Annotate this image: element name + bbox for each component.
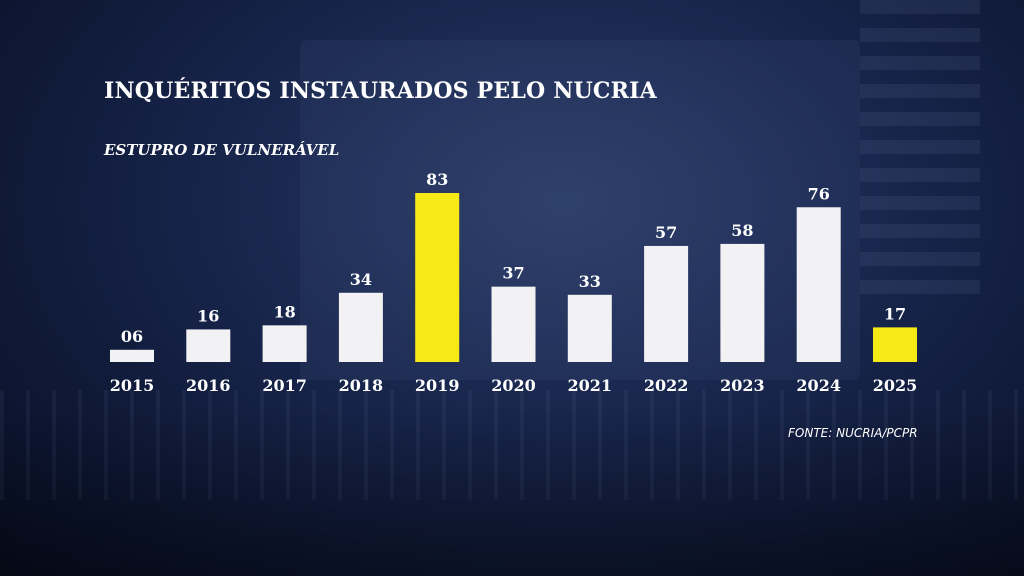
value-label-2020: 37 [502,264,524,283]
bar-2024 [796,207,841,362]
value-label-2023: 58 [731,221,753,240]
bar-2015 [110,349,154,362]
value-label-2018: 34 [350,270,372,289]
bar-2017 [262,325,307,362]
tick-label-2016: 2016 [186,376,231,395]
value-label-2024: 76 [808,184,830,203]
tick-label-2020: 2020 [491,376,536,395]
tick-label-2019: 2019 [415,376,460,395]
background-tower [860,0,980,300]
value-label-2015: 06 [121,327,143,346]
value-label-2021: 33 [579,272,601,291]
value-label-2025: 17 [884,304,906,323]
tick-label-2015: 2015 [110,376,155,395]
bar-2022 [644,245,689,362]
background-fence [0,390,1024,500]
tick-label-2024: 2024 [796,376,841,395]
source-credit: FONTE: NUCRIA/PCPR [788,426,918,440]
value-label-2019: 83 [426,170,448,189]
tick-label-2018: 2018 [339,376,384,395]
bar-2018 [338,292,383,362]
tick-label-2025: 2025 [873,376,918,395]
bar-2016 [186,329,231,362]
bar-2025 [873,327,917,362]
bar-2021 [567,294,612,362]
value-label-2022: 57 [655,223,677,242]
tick-label-2017: 2017 [262,376,307,395]
chart-title: INQUÉRITOS INSTAURADOS PELO NUCRIA [104,78,657,104]
value-label-2017: 18 [273,302,295,321]
tick-label-2022: 2022 [644,376,689,395]
chart-subtitle: ESTUPRO DE VULNERÁVEL [104,141,340,159]
tick-label-2023: 2023 [720,376,765,395]
bar-2023 [720,243,765,362]
bar-2019 [415,193,460,362]
value-label-2016: 16 [197,306,219,325]
tick-label-2021: 2021 [568,376,613,395]
bar-2020 [491,286,536,362]
